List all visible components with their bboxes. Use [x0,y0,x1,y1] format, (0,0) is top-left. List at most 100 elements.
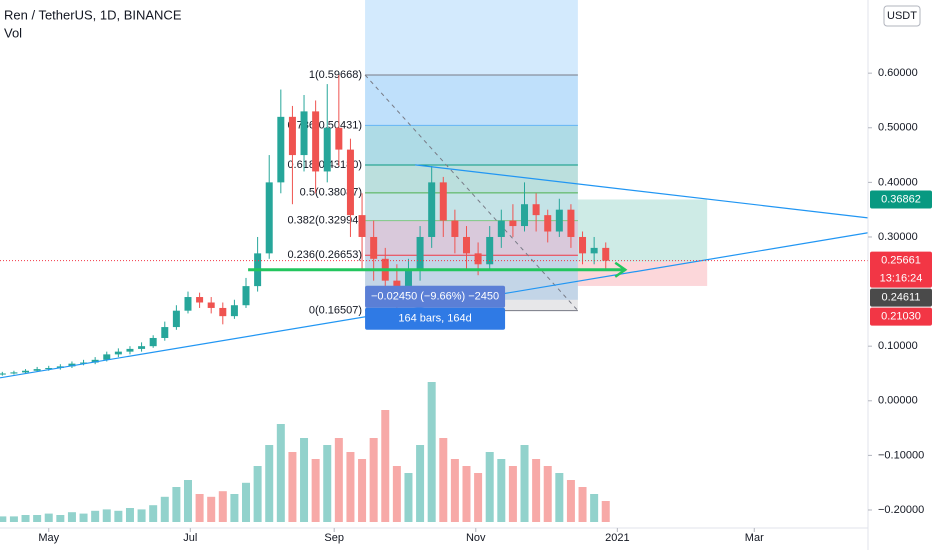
candle-body [22,370,30,373]
candle-body [579,236,587,254]
volume-bar [381,410,390,522]
volume-bar [91,510,100,522]
y-tick-label: 0.40000 [878,176,918,188]
candle-body [486,236,494,265]
volume-bar [125,508,134,522]
candle-body [242,286,250,306]
volume-bar [601,501,610,522]
candle-body [161,327,169,338]
fib-trend [364,74,579,311]
volume-bar [439,438,448,522]
date-range [365,0,578,300]
volume-bar [392,466,401,522]
candle-body [288,116,296,156]
position-stop [577,261,708,286]
y-tick-label: 0.50000 [878,122,918,134]
fib-label: 0.786(0.50431) [287,119,362,131]
volume-bar [160,496,169,522]
volume-bar [369,438,378,522]
volume-bar [497,459,506,522]
volume-bar [543,466,552,522]
candle-body [219,307,227,317]
volume-bar [404,473,413,522]
candle-body [567,209,575,237]
volume-label: Vol [4,25,22,40]
x-tick-label: 2021 [605,532,629,544]
fib-band [365,125,578,166]
volume-bar [33,515,42,522]
candle-body [346,149,354,216]
volume-bar [253,466,262,522]
volume-bar [566,480,575,522]
price-label-box [870,307,932,326]
volume-bar [520,445,529,522]
currency[interactable]: USDT [887,10,917,22]
candle-body [265,182,273,254]
arrow-head [614,261,628,278]
candle-body [521,204,529,227]
volume-bar [207,496,216,522]
candle-body [196,297,204,303]
candle-body [184,297,192,311]
volume-bar [276,424,285,522]
volume-bar [288,452,297,522]
volume-bar [44,513,53,522]
candle-body [68,363,76,367]
y-tick-label: 0.30000 [878,231,918,243]
y-tick-label: −0.20000 [878,504,924,516]
candle-body [114,351,122,355]
symbol-title: Ren / TetherUS, 1D, BINANCE [4,7,182,22]
volume-bar [346,452,355,522]
volume-bar [555,473,564,522]
candle-body [416,236,424,270]
volume-bar [195,494,204,522]
volume-bar [508,466,517,522]
volume-bar [311,459,320,522]
candle-body [323,127,331,172]
candle-body [439,182,447,221]
y-tick-label: 0.10000 [878,340,918,352]
volume-bar [265,445,274,522]
candle-body [497,220,505,237]
volume-bar [416,445,425,522]
candle-body [300,111,308,156]
x-tick-label: Mar [745,532,764,544]
volume-bar [21,515,30,522]
currency-box[interactable] [883,5,921,27]
candle-body [602,247,610,261]
candle-body [555,209,563,232]
candle-body [207,302,215,308]
position-target [577,199,708,262]
volume-bar [137,509,146,522]
candle-body [393,280,401,287]
y-tick-label: −0.10000 [878,449,924,461]
candle-body [451,220,459,237]
volume-bar [450,459,459,522]
fib-band [365,220,578,256]
candle-body [544,215,552,232]
volume-bar [578,487,587,522]
range-bars: 164 bars, 164d [398,313,471,325]
y-tick-label: 0.00000 [878,395,918,407]
candle-body [10,372,18,374]
x-tick-label: Sep [324,532,344,544]
fib-label: 1(0.59668) [309,69,362,81]
volume-bar [102,509,111,522]
candle-body [428,182,436,237]
candle-body [370,236,378,259]
price-label-box [870,251,932,288]
volume-bar [0,516,7,522]
candle-body [358,215,366,237]
volume-bar [300,438,309,522]
fib-label: 0(0.16507) [309,305,362,317]
fib-label: 0.236(0.26653) [287,249,362,261]
trend-line [415,164,869,219]
candle-body [45,368,53,370]
range-bars-box [365,307,506,330]
volume-bar [358,459,367,522]
candle-body [138,346,146,349]
volume-bar [485,452,494,522]
candle-body [509,220,517,227]
